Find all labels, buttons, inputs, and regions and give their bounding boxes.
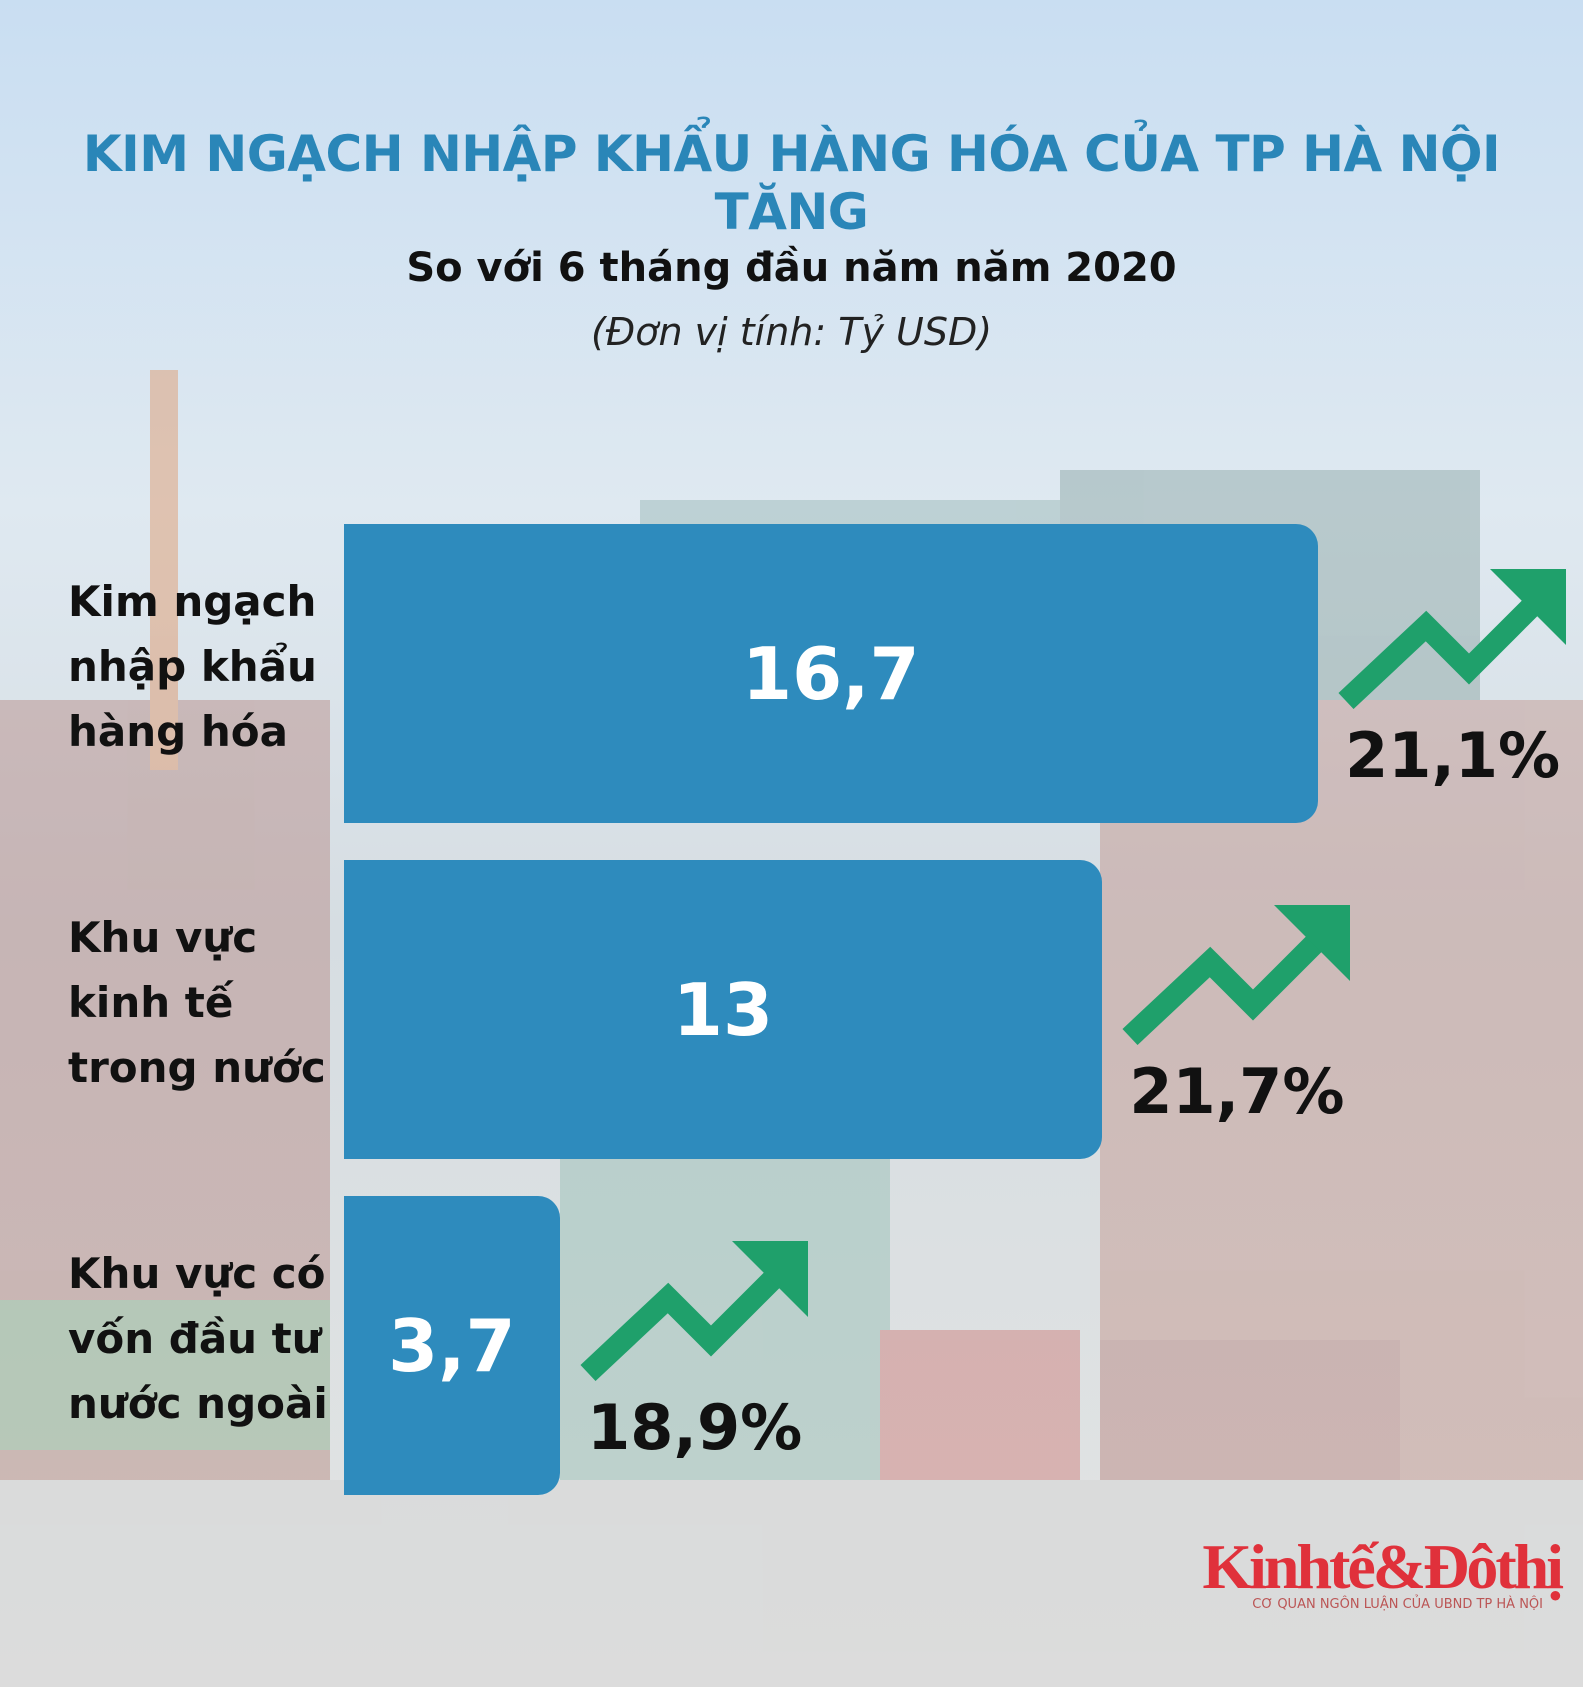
value-label: 16,7: [741, 632, 920, 716]
category-label: Khu vực kinh tế trong nước: [68, 913, 326, 1092]
subtitle: So với 6 tháng đầu năm năm 2020: [406, 245, 1177, 291]
bar: [344, 860, 1102, 1159]
growth-label: 21,7%: [1129, 1055, 1345, 1128]
chart-title: KIM NGẠCH NHẬP KHẨU HÀNG HÓA CỦA TP HÀ N…: [82, 125, 1501, 241]
bar: [344, 1196, 560, 1495]
logo-tagline: CƠ QUAN NGÔN LUẬN CỦA UBND TP HÀ NỘI: [1252, 1597, 1543, 1612]
unit-note: (Đơn vị tính: Tỷ USD): [590, 310, 993, 354]
growth-arrow: [1122, 905, 1350, 1045]
growth-label: 18,9%: [587, 1391, 803, 1464]
bar: [344, 524, 1318, 823]
category-label: Khu vực có vốn đầu tư nước ngoài: [68, 1249, 328, 1428]
category-label: Kim ngạch nhập khẩu hàng hóa: [68, 577, 317, 756]
growth-arrow: [580, 1241, 808, 1381]
value-label: 13: [672, 968, 774, 1052]
value-label: 3,7: [388, 1304, 516, 1388]
growth-arrow: [1338, 569, 1566, 709]
logo: Kinhtế&Đôthị: [1202, 1531, 1564, 1602]
growth-label: 21,1%: [1345, 719, 1561, 792]
